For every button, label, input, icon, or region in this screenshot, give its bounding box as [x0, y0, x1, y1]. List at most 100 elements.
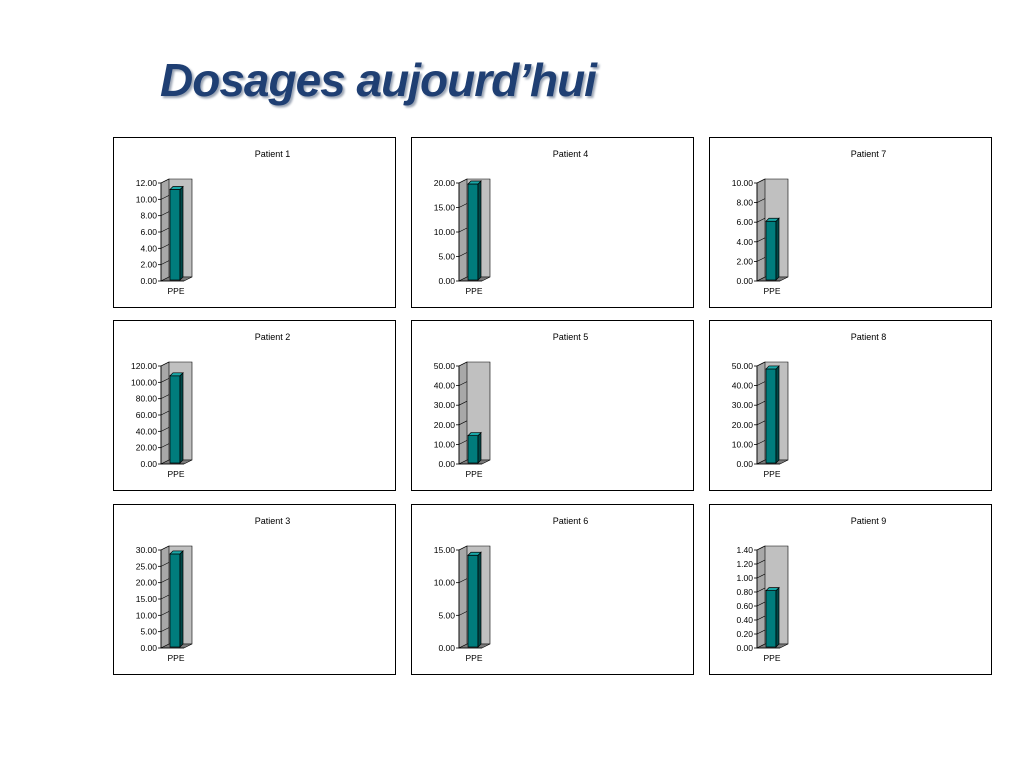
- y-tick-label: 10.00: [136, 610, 158, 620]
- x-category-label: PPE: [465, 469, 482, 479]
- bar-front: [765, 220, 777, 281]
- bar-front: [765, 590, 777, 648]
- bar-top: [467, 432, 482, 436]
- bar-side: [775, 365, 780, 464]
- y-tick-label: 10.00: [732, 439, 754, 449]
- y-tick-depth: [160, 227, 170, 233]
- y-tick-label: 2.00: [736, 256, 753, 266]
- y-tick-label: 0.00: [140, 276, 157, 286]
- x-category-label: PPE: [167, 286, 184, 296]
- y-tick-label: 40.00: [136, 426, 158, 436]
- x-category-label: PPE: [465, 286, 482, 296]
- y-tick-depth: [160, 627, 170, 632]
- chart-side-wall: [458, 545, 468, 649]
- y-tick-label: 20.00: [434, 420, 456, 430]
- y-tick-label: 10.00: [434, 578, 456, 588]
- y-tick-label: 20.00: [136, 443, 158, 453]
- bar-top: [467, 180, 482, 185]
- y-tick-label: 4.00: [140, 243, 157, 253]
- x-category-label: PPE: [763, 653, 780, 663]
- chart-title: Patient 7: [851, 149, 887, 159]
- y-tick-depth: [756, 420, 766, 426]
- y-tick-depth: [756, 361, 766, 367]
- x-category-label: PPE: [465, 653, 482, 663]
- bar: [467, 431, 482, 464]
- chart-svg: Patient 8 0.00 10.00 20.00 30.00 40.00 50.00 PP…: [732, 332, 887, 479]
- y-tick-depth: [458, 440, 468, 445]
- bar-side: [179, 371, 184, 464]
- y-tick-depth: [756, 257, 766, 262]
- y-tick-label: 1.00: [736, 573, 753, 583]
- chart-title: Patient 6: [553, 516, 589, 526]
- chart-svg: Patient 2 0.00 20.00 40.00 60.00 80.00 100.00 1…: [131, 332, 290, 479]
- chart-side-wall: [756, 545, 766, 649]
- y-tick-depth: [756, 629, 766, 635]
- chart-svg: Patient 6 0.00 5.00 10.00 15.00 PPE: [434, 516, 589, 663]
- chart-panel-4: Patient 4 0.00 5.00 10.00 15.00 20.00 PPE: [411, 137, 694, 308]
- y-tick-depth: [756, 237, 766, 243]
- y-tick-label: 5.00: [140, 627, 157, 637]
- bar-front: [467, 183, 479, 281]
- chart-panel-6: Patient 6 0.00 5.00 10.00 15.00 PPE: [411, 504, 694, 675]
- x-category-label: PPE: [167, 653, 184, 663]
- y-tick-depth: [756, 440, 766, 445]
- y-tick-label: 5.00: [438, 610, 455, 620]
- y-tick-depth: [160, 178, 170, 184]
- y-tick-depth: [756, 217, 766, 223]
- slide-title: Dosages aujourd’hui: [160, 54, 597, 106]
- y-tick-label: 12.00: [136, 178, 158, 188]
- y-tick-depth: [458, 611, 468, 616]
- y-tick-depth: [160, 611, 170, 616]
- y-tick-depth: [160, 361, 170, 367]
- bar-front: [765, 368, 777, 464]
- x-category-label: PPE: [167, 469, 184, 479]
- bar: [765, 217, 780, 281]
- y-tick-label: 20.00: [732, 420, 754, 430]
- y-tick-depth: [458, 178, 468, 184]
- y-tick-label: 20.00: [136, 578, 158, 588]
- y-tick-label: 100.00: [131, 377, 157, 387]
- y-tick-label: 80.00: [136, 394, 158, 404]
- y-tick-label: 10.00: [434, 439, 456, 449]
- bar-top: [169, 372, 184, 377]
- chart-title: Patient 1: [255, 149, 291, 159]
- y-tick-label: 50.00: [732, 361, 754, 371]
- bar-top: [765, 365, 780, 370]
- y-tick-depth: [756, 545, 766, 551]
- y-tick-label: 2.00: [140, 260, 157, 270]
- chart-title: Patient 9: [851, 516, 887, 526]
- x-category-label: PPE: [763, 286, 780, 296]
- y-tick-depth: [160, 260, 170, 265]
- y-tick-label: 8.00: [140, 211, 157, 221]
- y-tick-label: 0.00: [438, 276, 455, 286]
- y-tick-label: 0.00: [140, 643, 157, 653]
- bar: [169, 185, 184, 281]
- y-tick-label: 0.00: [736, 276, 753, 286]
- y-tick-label: 10.00: [434, 227, 456, 237]
- y-tick-label: 40.00: [434, 381, 456, 391]
- y-tick-label: 50.00: [434, 361, 456, 371]
- y-tick-label: 0.00: [736, 643, 753, 653]
- bar-side: [477, 431, 482, 464]
- bar-front: [467, 435, 479, 464]
- y-tick-label: 4.00: [736, 237, 753, 247]
- y-tick-depth: [756, 615, 766, 621]
- bar-top: [169, 550, 184, 555]
- y-tick-label: 10.00: [136, 194, 158, 204]
- chart-panel-8: Patient 8 0.00 10.00 20.00 30.00 40.00 50.00 PP…: [709, 320, 992, 491]
- chart-title: Patient 4: [553, 149, 589, 159]
- y-tick-label: 0.40: [736, 615, 753, 625]
- y-tick-label: 0.00: [140, 459, 157, 469]
- chart-panel-2: Patient 2 0.00 20.00 40.00 60.00 80.00 100.00 1…: [113, 320, 396, 491]
- y-tick-depth: [756, 198, 766, 203]
- bar: [765, 586, 780, 648]
- bar-front: [169, 553, 181, 648]
- bar-side: [179, 185, 184, 281]
- y-tick-depth: [756, 400, 766, 406]
- chart-panel-3: Patient 3 0.00 5.00 10.00 15.00 20.00 25.00 30.…: [113, 504, 396, 675]
- y-tick-depth: [756, 587, 766, 593]
- chart-side-wall: [756, 178, 766, 282]
- y-tick-depth: [756, 381, 766, 386]
- bar-side: [477, 180, 482, 281]
- chart-svg: Patient 9 0.00 0.20 0.40 0.60 0.80 1.00 1.20 1.4…: [736, 516, 887, 663]
